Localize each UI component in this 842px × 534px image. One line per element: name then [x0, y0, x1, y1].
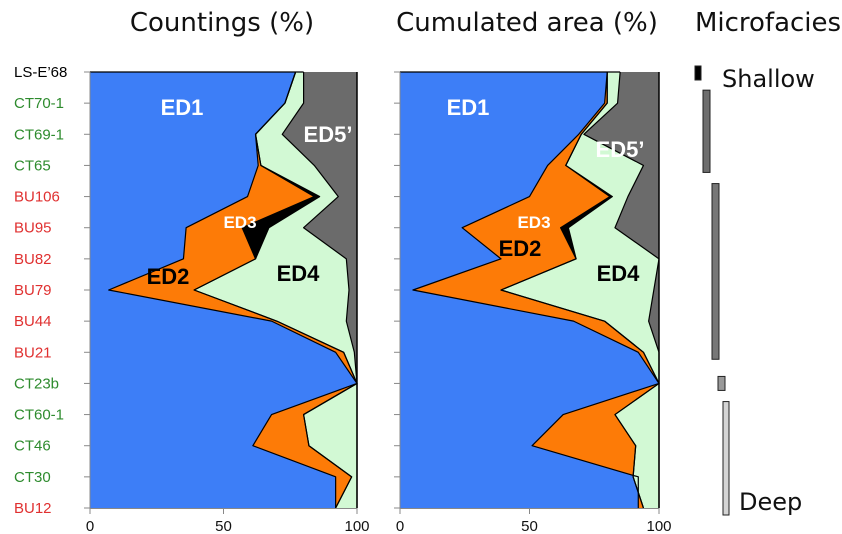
zone-area-ed2 [412, 72, 659, 508]
sample-label: CT65 [14, 157, 51, 174]
sample-label: CT23b [14, 375, 59, 392]
microfacies-bar [694, 65, 702, 81]
boundary-line-1 [412, 71, 660, 508]
zone-label-ed1: ED1 [447, 95, 490, 120]
x-tick-label: 50 [215, 518, 232, 534]
boundary-line-3 [193, 71, 358, 509]
x-tick-label: 50 [521, 518, 538, 534]
zone-area-ed1 [400, 72, 659, 508]
panel-cumulated-area: 0 50 100 ED1 ED2 ED3 ED4 ED5’ [394, 71, 672, 534]
x-tick-label: 100 [344, 518, 369, 534]
microfacies-bar [717, 375, 726, 391]
microfacies-title: Microfacies [695, 8, 841, 38]
sample-label: CT69-1 [14, 126, 64, 143]
x-tick-label: 100 [646, 518, 671, 534]
zone-label-ed5: ED5’ [596, 137, 645, 162]
panel-countings: 0 50 100 ED1 ED2 ED3 ED4 ED5’ [84, 71, 370, 534]
zone-area-ed5 [282, 72, 357, 508]
zone-area-ed1 [90, 72, 357, 508]
sample-label: LS-E’68 [14, 64, 67, 81]
zone-area-ed2 [108, 72, 357, 508]
boundary-line-3 [500, 72, 660, 509]
deep-label: Deep [739, 488, 802, 516]
chart-title-countings: Countings (%) [130, 8, 314, 38]
microfacies-bar [722, 401, 730, 516]
sample-label: CT46 [14, 438, 51, 455]
shallow-label: Shallow [722, 65, 815, 93]
zone-label-ed3: ED3 [223, 213, 256, 232]
sample-label: CT30 [14, 469, 51, 486]
sample-label: CT60-1 [14, 407, 64, 424]
zone-label-ed1: ED1 [161, 95, 204, 120]
sample-label: BU106 [14, 189, 60, 206]
sample-label: BU44 [14, 313, 52, 330]
zone-label-ed2: ED2 [499, 236, 542, 261]
x-tick-label: 0 [396, 518, 404, 534]
zone-label-ed4: ED4 [277, 261, 321, 286]
zone-label-ed5: ED5’ [304, 122, 353, 147]
zone-area-ed5 [583, 72, 659, 508]
x-tick-label: 0 [86, 518, 94, 534]
zone-label-ed2: ED2 [147, 264, 190, 289]
sample-labels: LS-E’68 CT70-1 CT69-1 CT65 BU106 BU95 BU82 BU79… [14, 64, 67, 517]
microfacies-column: Shallow Deep [694, 65, 815, 516]
sample-label: BU12 [14, 500, 52, 517]
sample-label: BU95 [14, 220, 52, 237]
microfacies-bar [711, 183, 720, 360]
zone-area-ed4 [501, 72, 659, 508]
sample-label: BU21 [14, 344, 52, 361]
chart-title-cumulated-area: Cumulated area (%) [396, 8, 658, 38]
sample-label: BU79 [14, 282, 52, 299]
zone-label-ed4: ED4 [597, 261, 641, 286]
microfacies-bar [702, 89, 711, 173]
sample-label: BU82 [14, 251, 52, 268]
zone-area-ed4 [194, 72, 357, 508]
sample-label: CT70-1 [14, 95, 64, 112]
zone-label-ed3: ED3 [517, 213, 550, 232]
boundary-line-1 [108, 71, 358, 508]
